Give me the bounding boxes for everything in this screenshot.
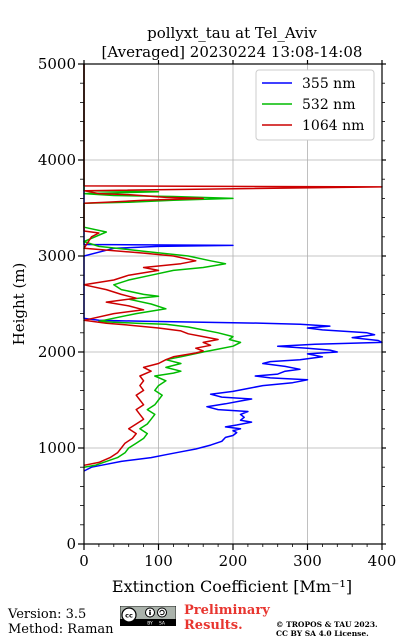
legend: 355 nm 532 nm 1064 nm — [255, 69, 375, 141]
y-tick-label: 5000 — [38, 55, 76, 73]
preliminary-line2: Results. — [184, 618, 243, 633]
y-tick-label: 2000 — [38, 343, 76, 361]
copyright-notice: © TROPOS & TAU 2023. CC BY SA 4.0 Licens… — [276, 620, 378, 638]
chart-title-line1: pollyxt_tau at Tel_Aviv — [147, 24, 317, 42]
x-tick-label: 200 — [219, 552, 248, 570]
legend-label: 1064 nm — [302, 118, 364, 134]
x-tick-label: 300 — [293, 552, 322, 570]
y-tick-label: 0 — [66, 535, 76, 553]
svg-text:SA: SA — [159, 621, 166, 626]
preliminary-results-notice: Preliminary Results. — [184, 603, 270, 633]
svg-text:BY: BY — [147, 621, 153, 626]
series-line-355-nm — [83, 64, 383, 472]
copyright-line2: CC BY SA 4.0 License. — [276, 629, 369, 638]
x-tick-label: 100 — [144, 552, 173, 570]
extinction-profile-chart: pollyxt_tau at Tel_Aviv [Averaged] 20230… — [10, 24, 397, 596]
y-tick-label: 3000 — [38, 247, 76, 265]
legend-label: 532 nm — [302, 97, 355, 113]
cc-by-sa-badge: cc BY SA — [120, 606, 176, 626]
x-axis-label: Extinction Coefficient [Mm⁻¹] — [112, 577, 352, 596]
y-tick-label: 4000 — [38, 151, 76, 169]
preliminary-line1: Preliminary — [184, 603, 270, 618]
method-label: Method: Raman — [8, 622, 114, 637]
legend-box — [255, 69, 375, 141]
svg-text:cc: cc — [125, 612, 133, 620]
y-axis-label: Height (m) — [10, 263, 28, 346]
copyright-line1: © TROPOS & TAU 2023. — [276, 620, 378, 629]
series-line-532-nm — [83, 64, 242, 468]
legend-label: 355 nm — [302, 76, 355, 92]
chart-title-line2: [Averaged] 20230224 13:08-14:08 — [102, 43, 363, 61]
x-tick-label: 0 — [79, 552, 89, 570]
x-tick-label: 400 — [368, 552, 397, 570]
series-line-1064-nm — [83, 64, 383, 467]
y-tick-label: 1000 — [38, 439, 76, 457]
version-label: Version: 3.5 — [8, 607, 87, 622]
series-lines — [83, 64, 383, 472]
